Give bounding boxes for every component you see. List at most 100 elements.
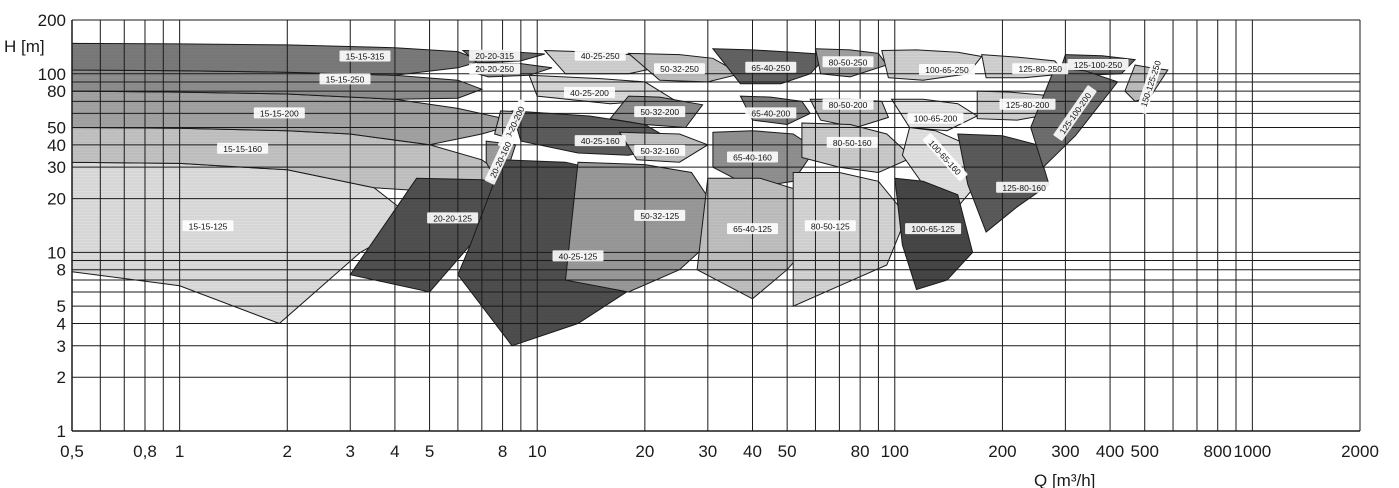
series-label-text: 65-40-125 bbox=[733, 224, 772, 234]
series-label-50-32-160: 50-32-160 bbox=[634, 144, 686, 156]
series-label-bg bbox=[217, 142, 269, 154]
x-tick-3: 3 bbox=[346, 442, 355, 461]
y-tick-5: 5 bbox=[57, 297, 66, 316]
series-label-bg bbox=[253, 107, 305, 119]
series-label-65-40-200: 65-40-200 bbox=[745, 107, 797, 119]
x-tick-80: 80 bbox=[851, 442, 870, 461]
x-tick-20: 20 bbox=[635, 442, 654, 461]
series-label-bg bbox=[634, 209, 686, 221]
series-label-100-65-200: 100-65-200 bbox=[907, 112, 964, 124]
series-label-50-32-125: 50-32-125 bbox=[634, 209, 686, 221]
series-label-bg bbox=[745, 61, 797, 73]
series-label-bg bbox=[822, 98, 874, 110]
series-label-text: 125-100-250 bbox=[1074, 60, 1122, 70]
series-label-bg bbox=[996, 181, 1053, 193]
y-tick-30: 30 bbox=[47, 158, 66, 177]
series-label-125-80-160: 125-80-160 bbox=[996, 181, 1053, 193]
series-label-text: 65-40-160 bbox=[733, 153, 772, 163]
series-label-bg bbox=[1012, 63, 1069, 75]
series-label-text: 80-50-250 bbox=[829, 57, 868, 67]
x-tick-400: 400 bbox=[1096, 442, 1124, 461]
series-label-80-50-250: 80-50-250 bbox=[822, 56, 874, 68]
series-label-65-40-250: 65-40-250 bbox=[745, 61, 797, 73]
series-label-15-15-160: 15-15-160 bbox=[217, 142, 269, 154]
series-label-text: 50-32-200 bbox=[640, 107, 679, 117]
series-label-bg bbox=[469, 49, 521, 61]
x-tick-1000: 1000 bbox=[1233, 442, 1271, 461]
x-tick-8: 8 bbox=[498, 442, 507, 461]
series-label-text: 15-15-125 bbox=[189, 221, 228, 231]
area-hatch-80-50-125 bbox=[793, 172, 907, 307]
area-hatch-50-32-125 bbox=[565, 162, 728, 292]
x-tick-5: 5 bbox=[425, 442, 434, 461]
series-label-text: 100-65-125 bbox=[911, 224, 955, 234]
performance-areas bbox=[72, 42, 1169, 347]
series-label-bg bbox=[427, 212, 479, 224]
series-label-text: 125-80-250 bbox=[1018, 64, 1062, 74]
series-label-text: 100-65-200 bbox=[914, 114, 958, 124]
series-label-bg bbox=[727, 223, 778, 235]
series-label-15-15-315: 15-15-315 bbox=[339, 50, 391, 62]
series-label-bg bbox=[1135, 53, 1165, 114]
series-label-text: 20-20-315 bbox=[475, 51, 514, 61]
series-label-text: 15-15-250 bbox=[326, 74, 365, 84]
series-label-text: 15-15-315 bbox=[346, 52, 385, 62]
series-label-bg bbox=[999, 98, 1056, 110]
series-label-bg bbox=[745, 107, 797, 119]
series-label-text: 100-65-250 bbox=[925, 65, 969, 75]
series-label-text: 20-20-250 bbox=[475, 64, 514, 74]
series-label-40-25-160: 40-25-160 bbox=[574, 135, 626, 147]
x-tick-1: 1 bbox=[175, 442, 184, 461]
series-label-15-15-200: 15-15-200 bbox=[253, 107, 305, 119]
x-tick-0-8: 0,8 bbox=[133, 442, 157, 461]
series-label-bg bbox=[727, 151, 778, 163]
series-label-80-50-125: 80-50-125 bbox=[804, 220, 856, 232]
series-label-40-25-125: 40-25-125 bbox=[552, 250, 604, 262]
y-tick-100: 100 bbox=[38, 65, 66, 84]
series-label-20-20-125: 20-20-125 bbox=[427, 212, 479, 224]
series-label-text: 20-20-125 bbox=[433, 213, 472, 223]
series-label-text: 65-40-250 bbox=[751, 63, 790, 73]
series-label-bg bbox=[319, 73, 371, 85]
series-label-20-20-250: 20-20-250 bbox=[469, 63, 521, 75]
y-tick-3: 3 bbox=[57, 337, 66, 356]
x-axis-title: Q [m³/h] bbox=[1034, 471, 1095, 488]
series-label-text: 40-25-125 bbox=[559, 251, 598, 261]
x-tick-500: 500 bbox=[1131, 442, 1159, 461]
series-label-text: 15-15-200 bbox=[260, 108, 299, 118]
series-label-bg bbox=[654, 63, 705, 75]
series-label-text: 40-25-160 bbox=[581, 136, 620, 146]
y-tick-4: 4 bbox=[57, 314, 66, 333]
x-tick-30: 30 bbox=[698, 442, 717, 461]
y-tick-80: 80 bbox=[47, 82, 66, 101]
series-label-text: 15-15-160 bbox=[223, 144, 262, 154]
series-label-80-50-160: 80-50-160 bbox=[826, 136, 878, 148]
series-label-125-80-250: 125-80-250 bbox=[1012, 63, 1069, 75]
x-tick-labels: 0,5 0,8 1 2 3 4 5 8 10 20 30 40 50 80 100 200 300 400 500 8… bbox=[60, 442, 1379, 461]
series-label-text: 65-40-200 bbox=[751, 108, 790, 118]
x-tick-40: 40 bbox=[743, 442, 762, 461]
series-label-125-80-200: 125-80-200 bbox=[999, 98, 1056, 110]
series-label-text: 80-50-125 bbox=[811, 221, 850, 231]
series-label-text: 80-50-200 bbox=[829, 100, 868, 110]
series-label-text: 40-25-200 bbox=[570, 88, 609, 98]
area-hatch-15-15-160 bbox=[72, 127, 509, 192]
series-label-40-25-200: 40-25-200 bbox=[564, 87, 615, 98]
series-label-100-65-250: 100-65-250 bbox=[919, 64, 975, 75]
series-label-text: 50-32-125 bbox=[640, 211, 679, 221]
series-label-15-15-250: 15-15-250 bbox=[319, 73, 371, 85]
x-tick-2: 2 bbox=[283, 442, 292, 461]
series-label-125-100-250: 125-100-250 bbox=[1067, 59, 1129, 70]
y-tick-40: 40 bbox=[47, 136, 66, 155]
series-label-bg bbox=[634, 106, 686, 118]
x-tick-200: 200 bbox=[988, 442, 1016, 461]
series-label-bg bbox=[484, 134, 516, 185]
grid bbox=[71, 19, 1361, 432]
series-label-bg bbox=[182, 220, 234, 232]
series-label-100-65-125: 100-65-125 bbox=[905, 223, 962, 235]
x-tick-0-5: 0,5 bbox=[60, 442, 84, 461]
series-label-bg bbox=[905, 223, 962, 235]
series-label-text: 50-32-160 bbox=[640, 146, 679, 156]
